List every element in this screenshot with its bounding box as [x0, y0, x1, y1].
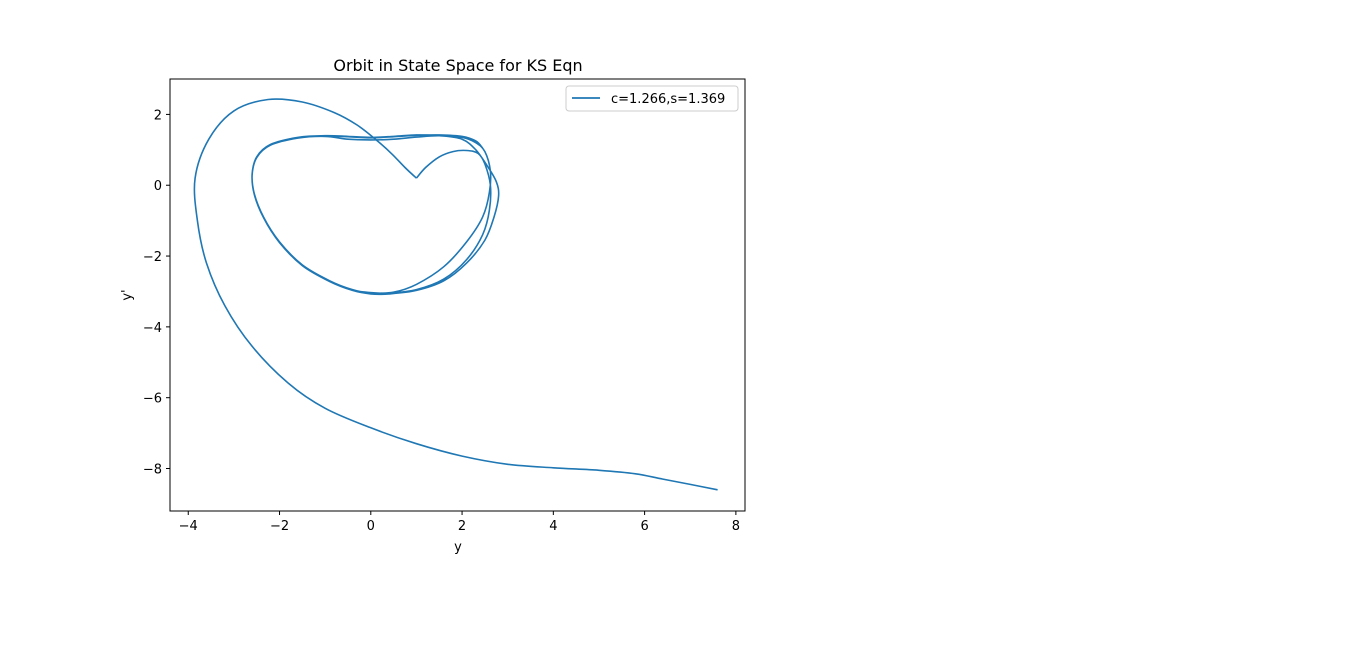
- x-axis: −4 −2 0 2 4 6 8: [179, 511, 740, 534]
- x-tick-label: 2: [458, 519, 466, 534]
- y-tick-label: 0: [154, 179, 162, 194]
- y-axis: −8 −6 −4 −2 0 2: [143, 108, 170, 478]
- x-tick-label: −4: [179, 519, 198, 534]
- x-tick-label: 6: [640, 519, 648, 534]
- y-tick-label: −2: [143, 250, 162, 265]
- x-tick-label: 8: [732, 519, 740, 534]
- y-tick-label: 2: [154, 108, 162, 123]
- series-line-1: [251, 134, 500, 296]
- legend-box: [565, 85, 739, 112]
- chart-title: Orbit in State Space for KS Eqn: [333, 56, 582, 75]
- x-tick-label: 0: [367, 519, 375, 534]
- legend-entry-label: c=1.266,s=1.369: [611, 92, 725, 107]
- x-tick-label: 4: [549, 519, 557, 534]
- axes-frame: [169, 78, 746, 512]
- y-axis-label: y': [120, 289, 135, 300]
- series-line-0: [193, 98, 718, 491]
- y-tick-label: −4: [143, 321, 162, 336]
- x-axis-label: y: [454, 540, 462, 555]
- plot-area: [193, 98, 718, 491]
- y-tick-label: −6: [143, 392, 162, 407]
- y-tick-label: −8: [143, 463, 162, 478]
- legend: c=1.266,s=1.369: [565, 85, 739, 112]
- x-tick-label: −2: [270, 519, 289, 534]
